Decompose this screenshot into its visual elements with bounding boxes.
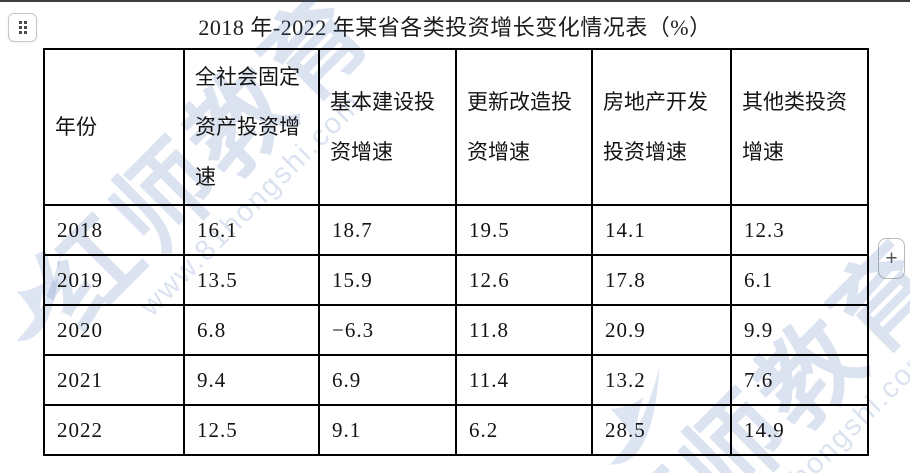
- table-cell[interactable]: 6.2: [455, 404, 593, 456]
- table-cell[interactable]: 11.4: [455, 354, 593, 406]
- data-table: 年份 全社会固定资产投资增速 基本建设投资增速 更新改造投资增速 房地产开发投资…: [43, 48, 869, 456]
- table-cell[interactable]: 12.3: [730, 204, 869, 256]
- header-row: 年份 全社会固定资产投资增速 基本建设投资增速 更新改造投资增速 房地产开发投资…: [43, 48, 869, 206]
- drag-handle-button[interactable]: [8, 13, 37, 42]
- drag-handle-icon: [18, 21, 27, 34]
- table-cell[interactable]: 6.8: [183, 304, 320, 356]
- table-cell[interactable]: 12.6: [455, 254, 593, 306]
- column-header-total-fixed-asset-investment[interactable]: 全社会固定资产投资增速: [183, 48, 320, 206]
- table-cell[interactable]: 13.5: [183, 254, 320, 306]
- table-cell[interactable]: 18.7: [318, 204, 457, 256]
- table-row-2021: 2021 9.4 6.9 11.4 13.2 7.6: [43, 354, 869, 406]
- year-cell[interactable]: 2020: [43, 304, 185, 356]
- plus-icon: +: [885, 246, 898, 270]
- table-cell[interactable]: 6.1: [730, 254, 869, 306]
- table-cell[interactable]: 11.8: [455, 304, 593, 356]
- table-cell[interactable]: 14.1: [591, 204, 732, 256]
- year-cell[interactable]: 2018: [43, 204, 185, 256]
- table-cell[interactable]: 7.6: [730, 354, 869, 406]
- year-cell[interactable]: 2019: [43, 254, 185, 306]
- page-title: 2018 年-2022 年某省各类投资增长变化情况表（%）: [198, 15, 712, 40]
- table-row-2019: 2019 13.5 15.9 12.6 17.8 6.1: [43, 254, 869, 306]
- table-cell[interactable]: 19.5: [455, 204, 593, 256]
- table-cell[interactable]: 9.1: [318, 404, 457, 456]
- table-cell[interactable]: 20.9: [591, 304, 732, 356]
- column-header-other-investment[interactable]: 其他类投资增速: [730, 48, 869, 206]
- table-cell[interactable]: 9.9: [730, 304, 869, 356]
- table-cell[interactable]: 16.1: [183, 204, 320, 256]
- table-cell[interactable]: 6.9: [318, 354, 457, 406]
- table-cell[interactable]: 15.9: [318, 254, 457, 306]
- table-cell[interactable]: 17.8: [591, 254, 732, 306]
- table-cell[interactable]: 13.2: [591, 354, 732, 406]
- table-row-2018: 2018 16.1 18.7 19.5 14.1 12.3: [43, 204, 869, 256]
- column-header-basic-construction-investment[interactable]: 基本建设投资增速: [318, 48, 457, 206]
- column-header-real-estate-investment[interactable]: 房地产开发投资增速: [591, 48, 732, 206]
- table-row-2020: 2020 6.8 −6.3 11.8 20.9 9.9: [43, 304, 869, 356]
- year-cell[interactable]: 2021: [43, 354, 185, 406]
- top-rule: [0, 0, 910, 2]
- table-row-2022: 2022 12.5 9.1 6.2 28.5 14.9: [43, 404, 869, 456]
- table-cell[interactable]: 14.9: [730, 404, 869, 456]
- table-cell[interactable]: 9.4: [183, 354, 320, 406]
- table-cell[interactable]: 12.5: [183, 404, 320, 456]
- column-header-renovation-investment[interactable]: 更新改造投资增速: [455, 48, 593, 206]
- table-cell[interactable]: −6.3: [318, 304, 457, 356]
- year-cell[interactable]: 2022: [43, 404, 185, 456]
- table-cell[interactable]: 28.5: [591, 404, 732, 456]
- add-column-button[interactable]: +: [878, 238, 905, 279]
- column-header-year[interactable]: 年份: [43, 48, 185, 206]
